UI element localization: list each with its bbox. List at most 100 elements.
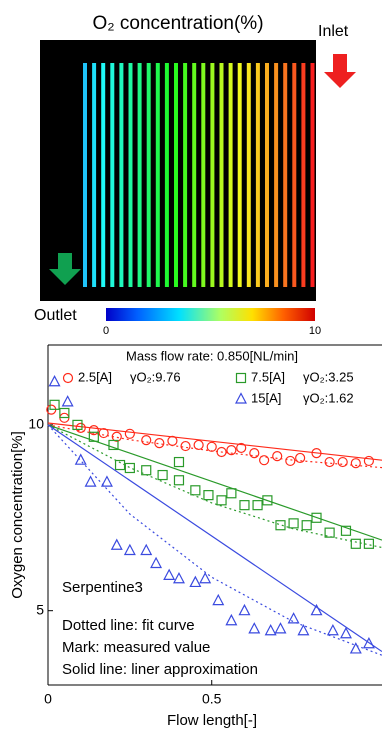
channel-stripe [210, 63, 214, 287]
data-point [207, 442, 216, 451]
legend-marker [236, 394, 246, 404]
chart-title: Mass flow rate: 0.850[NL/min] [126, 348, 298, 363]
data-point [112, 540, 122, 550]
data-point [273, 452, 282, 461]
data-point [191, 486, 200, 495]
data-point [239, 605, 249, 615]
inlet-arrow [324, 54, 356, 88]
channel-stripe [83, 63, 87, 287]
data-point [168, 436, 177, 445]
data-point [351, 643, 361, 653]
data-point [174, 476, 183, 485]
channel-stripe [192, 63, 196, 287]
data-point [240, 501, 249, 510]
channel-stripe [119, 63, 123, 287]
data-point [142, 436, 151, 445]
channel-stripe [292, 63, 296, 287]
channel-stripe [265, 63, 269, 287]
data-point [158, 471, 167, 480]
data-point [325, 458, 334, 467]
legend-label: 15[A] [251, 390, 281, 405]
page: O₂ concentration(%) Inlet Outlet Mass fl… [0, 0, 382, 729]
data-point [63, 396, 73, 406]
data-point [364, 456, 373, 465]
annotation: Mark: measured value [62, 639, 210, 656]
x-axis-label: Flow length[-] [167, 712, 257, 729]
data-point [351, 539, 360, 548]
data-point [76, 423, 85, 432]
outlet-label: Outlet [34, 307, 77, 324]
y-tick-label: 5 [36, 601, 44, 617]
inlet-label: Inlet [318, 23, 349, 40]
data-point [76, 455, 86, 465]
x-tick-label: 0.5 [202, 691, 222, 707]
data-point [213, 595, 223, 605]
data-point [181, 442, 190, 451]
data-point [141, 545, 151, 555]
annotation: Solid line: liner approximation [62, 661, 258, 678]
data-point [125, 545, 135, 555]
channel-stripe [256, 63, 260, 287]
data-point [253, 501, 262, 510]
data-point [125, 429, 134, 438]
legend-ratio: γO₂:1.62 [303, 390, 354, 405]
data-point [338, 458, 347, 467]
data-point [190, 577, 200, 587]
channel-stripe [229, 63, 233, 287]
legend-marker [237, 374, 246, 383]
channel-stripe [92, 63, 96, 287]
legend-label: 7.5[A] [251, 369, 285, 384]
data-point [151, 558, 161, 568]
data-point [328, 625, 338, 635]
legend-ratio: γO₂:3.25 [303, 369, 354, 384]
figure: O₂ concentration(%) Inlet Outlet Mass fl… [0, 0, 382, 729]
data-point [204, 491, 213, 500]
channel-stripe [183, 63, 187, 287]
channel-stripe [165, 63, 169, 287]
y-tick-label: 10 [28, 416, 44, 432]
data-point [155, 439, 164, 448]
data-point [250, 449, 259, 458]
data-point [164, 570, 174, 580]
data-point [289, 519, 298, 528]
legend-marker [64, 374, 73, 383]
data-point [174, 458, 183, 467]
colorbar-tick-label: 10 [309, 325, 321, 337]
data-point [226, 615, 236, 625]
channel-stripe [247, 63, 251, 287]
data-point [260, 456, 269, 465]
data-point [286, 456, 295, 465]
channel-stripe [138, 63, 142, 287]
y-axis-label: Oxygen concentration[%] [9, 431, 26, 599]
annotation: Dotted line: fit curve [62, 617, 195, 634]
legend-ratio: γO₂:9.76 [130, 369, 181, 384]
channel-stripe [301, 63, 305, 287]
colorbar [106, 308, 315, 321]
colorbar-tick-label: 0 [103, 325, 109, 337]
channel-stripe [156, 63, 160, 287]
channel-stripe [283, 63, 287, 287]
data-point [289, 613, 299, 623]
data-point [174, 573, 184, 583]
data-point [302, 521, 311, 530]
data-point [275, 623, 285, 633]
data-point [86, 477, 96, 487]
channel-stripe [238, 63, 242, 287]
legend-label: 2.5[A] [78, 369, 112, 384]
data-point [266, 625, 276, 635]
data-point [125, 463, 134, 472]
data-point [227, 489, 236, 498]
channel-stripe [201, 63, 205, 287]
channel-stripe [220, 63, 224, 287]
channel-stripe [174, 63, 178, 287]
data-point [351, 459, 360, 468]
annotation: Serpentine3 [62, 579, 143, 596]
data-point [249, 623, 259, 633]
channel-stripe [274, 63, 278, 287]
x-tick-label: 0 [44, 691, 52, 707]
data-point [50, 376, 60, 386]
channel-stripe [110, 63, 114, 287]
channel-stripe [311, 63, 315, 287]
channel-stripe [147, 63, 151, 287]
image-title: O₂ concentration(%) [92, 13, 263, 34]
